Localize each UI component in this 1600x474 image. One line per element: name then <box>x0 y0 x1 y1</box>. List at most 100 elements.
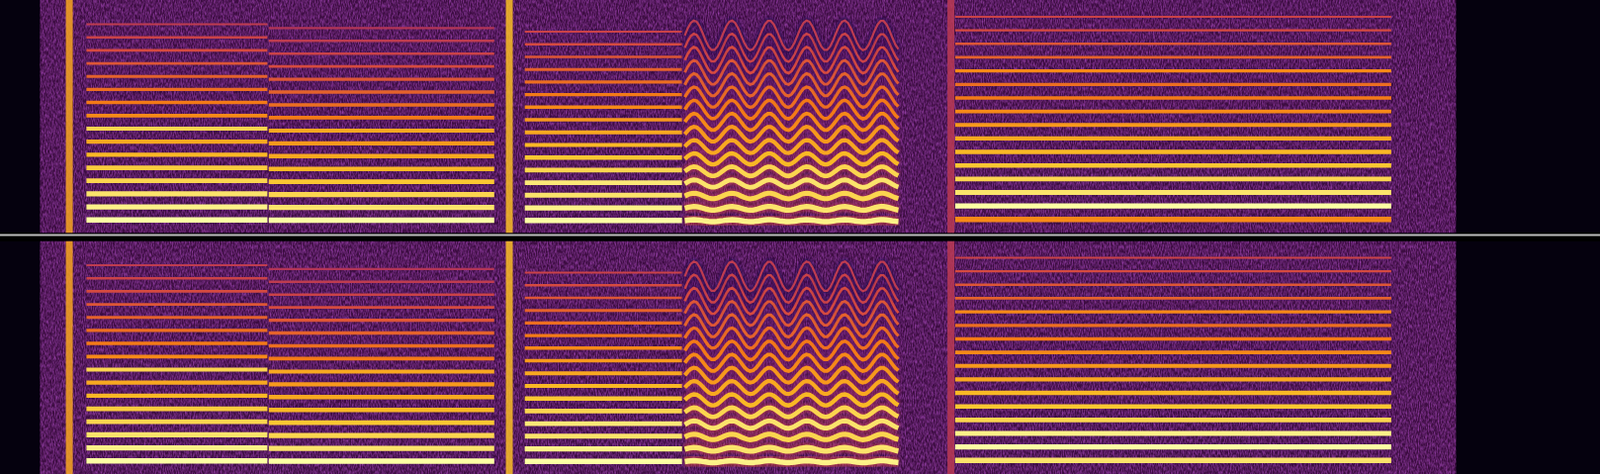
harmonic-glow <box>525 393 683 403</box>
plot-background <box>0 0 1600 234</box>
harmonic <box>268 52 495 56</box>
harmonic-glow <box>86 300 267 309</box>
transient <box>506 241 514 474</box>
harmonic <box>525 308 683 312</box>
harmonic <box>86 315 267 319</box>
harmonic-glow <box>525 152 683 162</box>
harmonic-glow <box>955 401 1392 412</box>
harmonic <box>955 444 1392 449</box>
harmonic-glow <box>525 65 683 74</box>
harmonic <box>268 331 495 335</box>
harmonic <box>268 433 495 439</box>
harmonic-glow <box>86 110 267 120</box>
harmonic-glow <box>268 379 495 389</box>
harmonic <box>86 139 267 144</box>
harmonic <box>86 152 267 157</box>
noise-texture <box>39 241 1456 474</box>
harmonic <box>268 457 495 464</box>
harmonic <box>525 30 683 33</box>
harmonic-glow <box>86 455 267 467</box>
harmonic <box>268 166 495 172</box>
harmonic-glow <box>955 280 1392 289</box>
harmonic <box>86 419 267 425</box>
harmonic-glow <box>86 33 267 41</box>
harmonic-glow <box>955 321 1392 330</box>
harmonic <box>86 165 267 171</box>
harmonic-glow <box>86 261 267 268</box>
harmonic <box>86 393 267 398</box>
harmonic-glow <box>268 36 495 44</box>
harmonic <box>525 204 683 210</box>
harmonic-glow <box>955 360 1392 370</box>
harmonic-glow <box>955 12 1392 20</box>
channel-separator <box>0 234 1600 237</box>
harmonic-glow <box>525 78 683 87</box>
harmonic <box>268 267 495 270</box>
harmonic <box>955 189 1392 195</box>
harmonic <box>525 55 683 59</box>
harmonic-glow <box>525 431 683 442</box>
harmonic-glow <box>268 75 495 84</box>
harmonic <box>86 75 267 79</box>
harmonic <box>955 83 1392 87</box>
harmonic-glow <box>86 287 267 296</box>
harmonic-glow <box>268 265 495 272</box>
harmonic <box>268 381 495 386</box>
harmonic-glow <box>525 306 683 315</box>
harmonic-glow <box>268 455 495 467</box>
harmonic-glow <box>86 85 267 93</box>
harmonic-glow <box>268 417 495 428</box>
harmonic-glow <box>86 339 267 349</box>
harmonic-glow <box>525 215 683 227</box>
harmonic-glow <box>955 442 1392 452</box>
harmonic <box>525 92 683 96</box>
harmonic <box>955 109 1392 114</box>
harmonic <box>955 15 1392 18</box>
harmonic <box>685 179 899 188</box>
harmonic-glow <box>86 150 267 160</box>
harmonic-glow <box>955 133 1392 143</box>
harmonic-glow <box>268 189 495 200</box>
harmonic-glow <box>525 293 683 302</box>
harmonic <box>268 39 495 42</box>
harmonic <box>955 136 1392 141</box>
harmonic <box>955 363 1392 368</box>
harmonic <box>86 432 267 438</box>
harmonic <box>268 305 495 309</box>
harmonic <box>685 420 899 429</box>
harmonic <box>685 219 899 222</box>
harmonic-glow <box>955 374 1392 384</box>
harmonic-glow <box>268 328 495 337</box>
harmonic-glow <box>955 254 1392 262</box>
harmonic-glow <box>86 20 267 28</box>
harmonic-glow <box>525 380 683 390</box>
harmonic <box>955 417 1392 423</box>
harmonic <box>86 100 267 105</box>
harmonic-glow <box>955 186 1392 197</box>
harmonic <box>955 337 1392 342</box>
harmonic-glow <box>525 344 683 354</box>
harmonic-glow <box>86 46 267 55</box>
harmonic-glow <box>86 273 267 281</box>
harmonic <box>525 270 683 273</box>
transient <box>506 0 514 234</box>
harmonic-glow <box>268 341 495 351</box>
harmonic <box>525 346 683 351</box>
harmonic <box>955 430 1392 436</box>
harmonic <box>268 292 495 296</box>
harmonic-glow <box>525 202 683 213</box>
harmonic <box>525 192 683 198</box>
transient <box>66 241 74 474</box>
harmonic <box>525 80 683 84</box>
harmonic-glow <box>525 318 683 327</box>
harmonic-glow <box>525 443 683 453</box>
harmonic <box>685 261 899 291</box>
harmonic-glow <box>86 416 267 427</box>
harmonic <box>86 190 267 196</box>
harmonic <box>86 217 267 224</box>
harmonic-glow <box>525 140 683 150</box>
harmonic-glow <box>86 59 267 68</box>
harmonic-glow <box>525 268 683 276</box>
harmonic-glow <box>268 164 495 175</box>
harmonic <box>955 176 1392 181</box>
